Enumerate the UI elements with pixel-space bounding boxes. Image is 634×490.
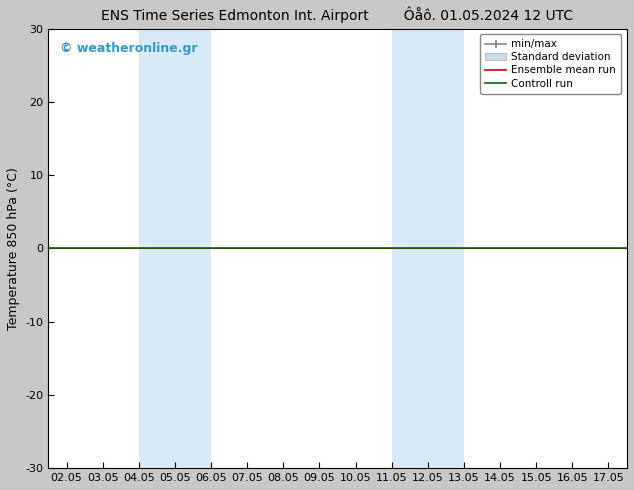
Bar: [139, 29, 211, 468]
Text: © weatheronline.gr: © weatheronline.gr: [60, 42, 198, 55]
Bar: [392, 29, 464, 468]
Title: ENS Time Series Edmonton Int. Airport        Ôåô. 01.05.2024 12 UTC: ENS Time Series Edmonton Int. Airport Ôå…: [101, 7, 574, 24]
Legend: min/max, Standard deviation, Ensemble mean run, Controll run: min/max, Standard deviation, Ensemble me…: [480, 34, 621, 94]
Y-axis label: Temperature 850 hPa (°C): Temperature 850 hPa (°C): [7, 167, 20, 330]
